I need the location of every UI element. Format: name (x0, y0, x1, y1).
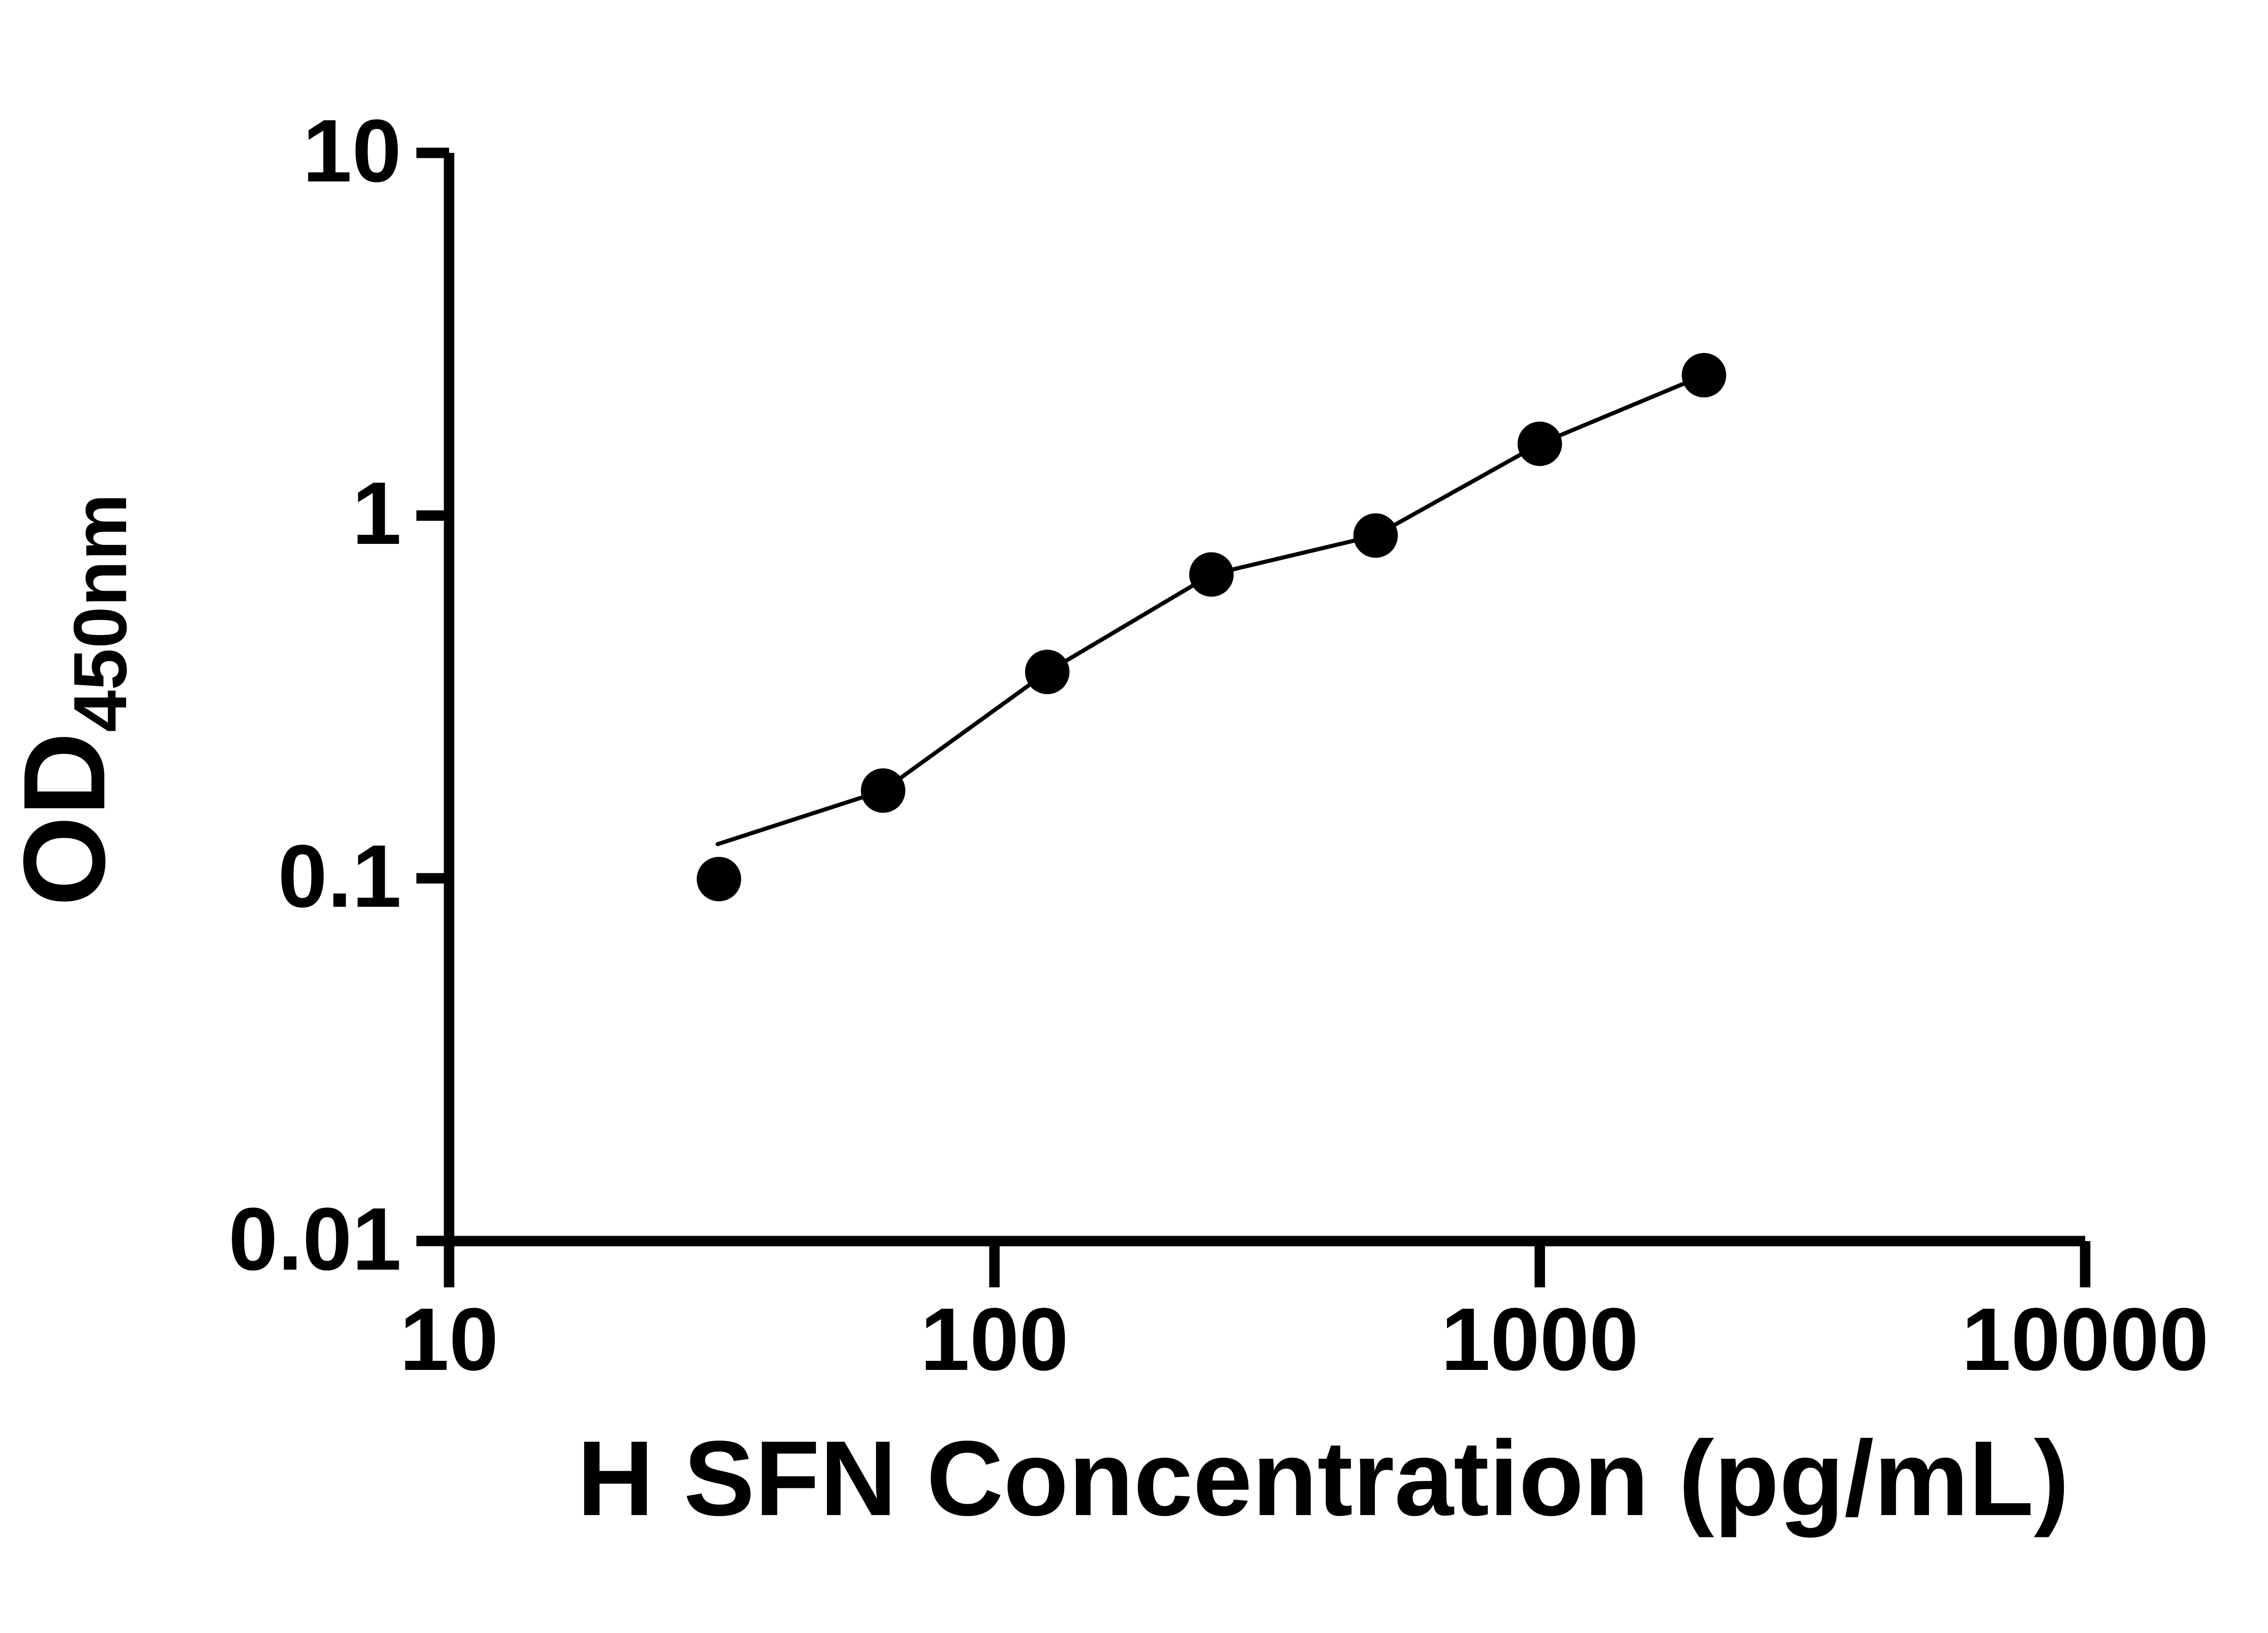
svg-text:100: 100 (920, 1290, 1069, 1389)
svg-text:0.1: 0.1 (278, 826, 401, 926)
svg-text:H SFN Concentration (pg/mL): H SFN Concentration (pg/mL) (577, 1418, 2069, 1538)
svg-text:10000: 10000 (1961, 1290, 2209, 1389)
svg-text:1000: 1000 (1441, 1290, 1639, 1389)
svg-text:0.01: 0.01 (229, 1189, 401, 1289)
svg-text:10: 10 (400, 1290, 499, 1389)
svg-text:10: 10 (303, 101, 401, 200)
svg-text:1: 1 (352, 464, 401, 563)
